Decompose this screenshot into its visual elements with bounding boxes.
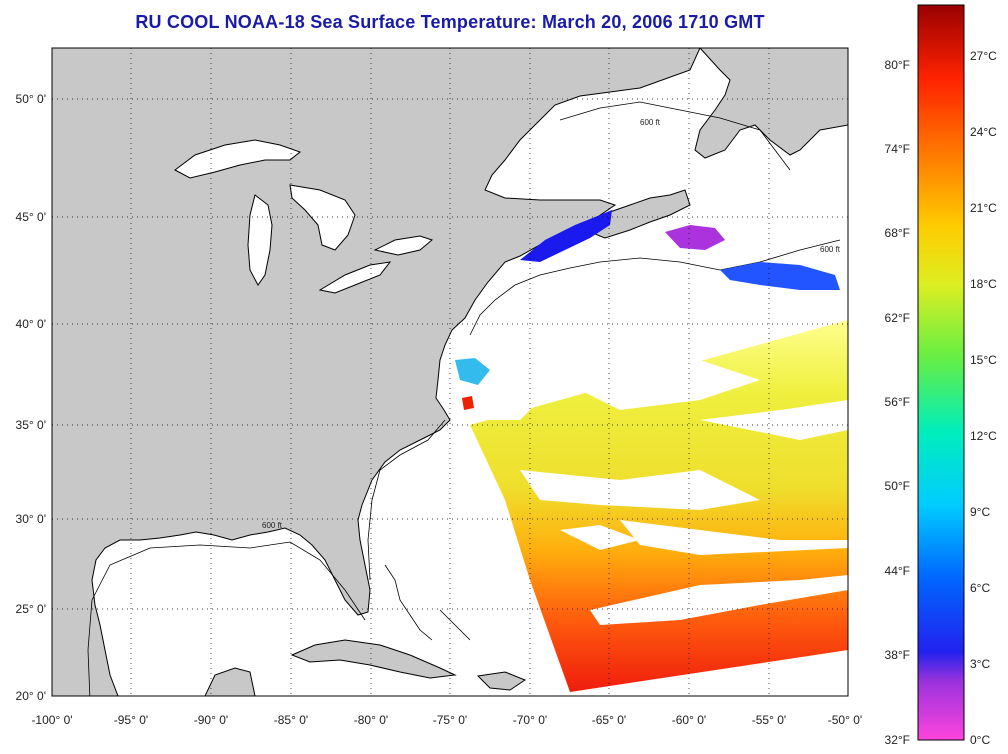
lat-label: 35° 0' [16, 418, 46, 432]
isobath-label-gulf: 600 ft [262, 521, 283, 530]
colorbar-c-label: 27°C [970, 49, 997, 63]
lon-label: -85° 0' [274, 713, 308, 727]
map-title: RU COOL NOAA-18 Sea Surface Temperature:… [135, 12, 765, 32]
colorbar-c-label: 12°C [970, 429, 997, 443]
colorbar-c-label: 15°C [970, 353, 997, 367]
colorbar-f-label: 44°F [885, 564, 910, 578]
colorbar [917, 4, 965, 741]
land-nova-scotia [583, 189, 691, 239]
colorbar-c-label: 24°C [970, 125, 997, 139]
plot-frame [51, 47, 849, 697]
lon-label: -80° 0' [354, 713, 388, 727]
lake-michigan [247, 194, 273, 286]
land-north-america [52, 48, 701, 696]
graticule [52, 48, 848, 696]
colorbar-f-label: 38°F [885, 648, 910, 662]
longitude-labels: -100° 0' -95° 0' -90° 0' -85° 0' -80° 0'… [31, 713, 862, 727]
lat-label: 20° 0' [16, 689, 46, 703]
lon-label: -70° 0' [513, 713, 547, 727]
lat-label: 40° 0' [16, 317, 46, 331]
colorbar-fahrenheit-labels: 80°F 74°F 68°F 62°F 56°F 50°F 44°F 38°F … [885, 58, 910, 747]
latitude-labels: 50° 0' 45° 0' 40° 0' 35° 0' 30° 0' 25° 0… [16, 92, 46, 703]
colorbar-f-label: 32°F [885, 733, 910, 747]
colorbar-c-label: 0°C [970, 733, 990, 747]
lake-erie [318, 261, 392, 294]
colorbar-f-label: 74°F [885, 142, 910, 156]
land-yucatan [204, 667, 256, 696]
colorbar-f-label: 80°F [885, 58, 910, 72]
lon-label: -95° 0' [114, 713, 148, 727]
lon-label: -60° 0' [672, 713, 706, 727]
lon-label: -75° 0' [433, 713, 467, 727]
colorbar-f-label: 62°F [885, 311, 910, 325]
colorbar-f-label: 56°F [885, 395, 910, 409]
colorbar-f-label: 68°F [885, 226, 910, 240]
land-newfoundland [694, 48, 848, 159]
cloud-mask [475, 330, 848, 625]
colorbar-c-label: 3°C [970, 657, 990, 671]
lake-ontario [373, 235, 434, 256]
colorbar-c-label: 9°C [970, 505, 990, 519]
sst-gulfstream-edge [462, 396, 474, 410]
sst-shelf-water [720, 262, 840, 290]
colorbar-c-label: 21°C [970, 201, 997, 215]
lon-label: -50° 0' [828, 713, 862, 727]
sst-cold-water [520, 210, 612, 262]
isobath-600ft [87, 101, 841, 696]
colorbar-c-label: 6°C [970, 581, 990, 595]
lon-label: -100° 0' [31, 713, 72, 727]
lat-label: 45° 0' [16, 210, 46, 224]
lat-label: 30° 0' [16, 512, 46, 526]
isobath-label-east: 600 ft [820, 245, 841, 254]
sst-very-cold-water [665, 225, 725, 250]
colorbar-c-label: 18°C [970, 277, 997, 291]
lat-label: 25° 0' [16, 602, 46, 616]
isobath-label-600ft: 600 ft [640, 118, 661, 127]
lon-label: -90° 0' [194, 713, 228, 727]
lat-label: 50° 0' [16, 92, 46, 106]
sst-slope-water [455, 358, 490, 385]
colorbar-celsius-labels: 27°C 24°C 21°C 18°C 15°C 12°C 9°C 6°C 3°… [970, 49, 997, 747]
land-cuba [290, 639, 457, 679]
land-bahamas [384, 564, 471, 641]
lake-huron [289, 184, 356, 251]
colorbar-f-label: 50°F [885, 479, 910, 493]
lon-label: -65° 0' [592, 713, 626, 727]
land-hispaniola [476, 671, 527, 691]
lon-label: -55° 0' [752, 713, 786, 727]
